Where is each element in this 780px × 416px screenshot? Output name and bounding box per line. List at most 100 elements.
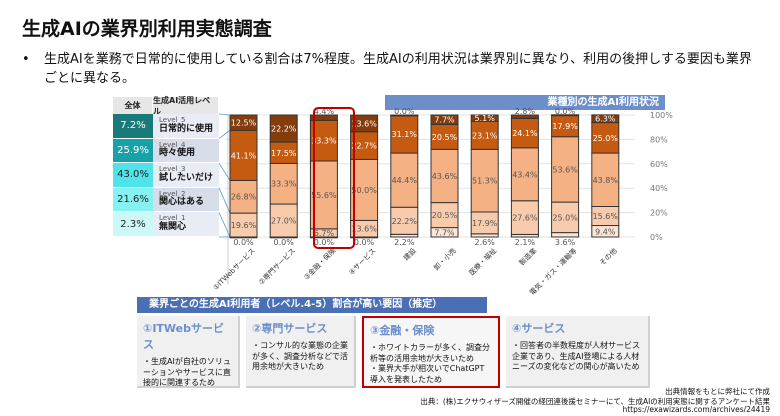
bar-segment (390, 114, 419, 154)
overall-value: 21.6% (113, 187, 153, 212)
source-note: 出典情報をもとに弊社にて作成 (665, 387, 770, 396)
data-label: 6.3% (595, 115, 616, 124)
data-label: 31.1% (392, 130, 418, 139)
factor-body: ・コンサル的な業態の企業が多く、調査分析などで活用余地が大きいため (252, 341, 348, 371)
data-label: 3.6% (555, 238, 576, 247)
level-cell: Level_1 無関心 (153, 212, 219, 236)
data-label: 22.7% (351, 142, 377, 151)
bar-segment (269, 162, 298, 205)
bar-segment (269, 114, 298, 143)
source-url[interactable]: https://exawizards.com/archives/24419 (622, 405, 770, 414)
data-label: 20.5% (432, 133, 458, 142)
y-tick-label: 80% (650, 135, 668, 144)
data-label: 33.3% (271, 180, 297, 189)
level-cell: Level_5 日常的に使用 (153, 114, 219, 138)
data-label: 13.6% (351, 225, 377, 234)
header-overall: 全体 (113, 97, 153, 114)
connector-line (218, 187, 231, 214)
connector-line (218, 162, 231, 181)
bar-segment (229, 114, 258, 131)
level-label: 試したいだけ (159, 172, 214, 183)
data-label: 53.6% (552, 165, 578, 174)
factor-body: ・ホワイトカラーが多く、調査分析等の活用余地が大きいため ・業界大手が相次いでC… (370, 343, 490, 384)
data-label: 43.8% (593, 176, 619, 185)
level-label: 日常的に使用 (159, 123, 214, 134)
category-label: ③金融・保険 (302, 246, 338, 282)
factor-body: ・生成AIが自社のソリューションやサービスに直接的に関連するため (143, 357, 231, 387)
factor-title: ③金融・保険 (370, 324, 435, 337)
category-label: ④サービス (347, 246, 378, 277)
data-label: 0.0% (274, 238, 295, 247)
bar-segment (430, 123, 459, 150)
data-label: 17.9% (472, 219, 498, 228)
data-label: 0.0% (314, 238, 335, 247)
bar-segment (229, 129, 258, 181)
summary-text: 生成AIを業務で日常的に使用している割合は7%程度。生成AIの利用状況は業界別に… (44, 52, 752, 86)
data-label: 4.4% (314, 107, 335, 116)
data-label: 15.6% (593, 212, 619, 221)
data-label: 2.1% (515, 238, 536, 247)
data-label: 33.3% (311, 137, 337, 146)
category-label: 医療・福祉 (467, 246, 498, 277)
level-row: 2.3% Level_1 無関心 (113, 212, 219, 237)
factor-title: ①ITWebサービス (143, 322, 224, 351)
data-label: 25.0% (593, 134, 619, 143)
level-row: 25.9% Level_4 時々使用 (113, 138, 219, 164)
data-label: 7.7% (434, 116, 455, 125)
data-label: 19.6% (231, 221, 257, 230)
bar-segment (551, 136, 580, 203)
data-label: 23.1% (472, 131, 498, 140)
bar-segment (350, 114, 379, 133)
data-label: 43.6% (432, 172, 458, 181)
bar-segment (470, 148, 499, 213)
data-label: 20.5% (432, 211, 458, 220)
bar-segment (510, 200, 539, 235)
bullet-dot: • (22, 52, 30, 67)
level-code: Level_2 (159, 189, 186, 198)
factor-card: ②専門サービス ・コンサル的な業態の企業が多く、調査分析などで活用余地が大きいた… (246, 316, 356, 388)
bar-segment (510, 114, 539, 119)
data-label: 0.0% (354, 238, 375, 247)
data-label: 2.8% (515, 107, 536, 116)
overall-value: 43.0% (113, 163, 153, 187)
overall-value: 7.2% (113, 114, 153, 138)
level-row: 43.0% Level_3 試したいだけ (113, 163, 219, 188)
data-label: 12.5% (231, 119, 257, 128)
level-code: Level_1 (159, 214, 186, 223)
y-tick-label: 100% (650, 111, 673, 120)
connector-line (218, 113, 231, 116)
bar-segment (390, 114, 419, 117)
data-label: 0.0% (555, 107, 576, 116)
data-label: 9.4% (595, 227, 616, 236)
level-cell: Level_2 関心はある (153, 187, 219, 212)
bar-segment (551, 232, 580, 238)
factor-card: ①ITWebサービス ・生成AIが自社のソリューションやサービスに直接的に関連す… (137, 316, 240, 388)
bar-segment (309, 114, 338, 121)
data-label: 27.6% (512, 214, 538, 223)
data-label: 55.6% (311, 191, 337, 200)
source-citation: 出典：(株)エクサウィザーズ開催の経団連後援セミナーにて、生成AIの利用実態に関… (420, 397, 770, 406)
data-label: 7.7% (434, 228, 455, 237)
category-label: ②専門サービス (257, 246, 298, 287)
data-label: 27.0% (271, 217, 297, 226)
data-label: 44.4% (392, 176, 418, 185)
data-label: 41.1% (231, 151, 257, 160)
bar-segment (551, 114, 580, 117)
header-level: 生成AI活用レベル (153, 96, 219, 116)
data-label: 51.3% (472, 177, 498, 186)
data-label: 2.2% (394, 238, 415, 247)
factor-card: ④サービス ・回答者の半数程度が人材サービス企業であり、生成AI登場による人材ニ… (506, 316, 650, 388)
data-label: 0.0% (233, 238, 254, 247)
y-tick-label: 60% (650, 160, 668, 169)
level-code: Level_3 (159, 165, 186, 174)
level-row: 21.6% Level_2 関心はある (113, 187, 219, 213)
data-label: 17.5% (271, 149, 297, 158)
data-label: 6.7% (314, 229, 335, 238)
bar-segment (390, 152, 419, 208)
level-row: 7.2% Level_5 日常的に使用 (113, 114, 219, 139)
level-code: Level_5 (159, 116, 186, 124)
bar-segment (510, 147, 539, 202)
data-label: 22.2% (271, 125, 297, 134)
bar-segment (470, 120, 499, 150)
bar-segment (269, 203, 298, 238)
